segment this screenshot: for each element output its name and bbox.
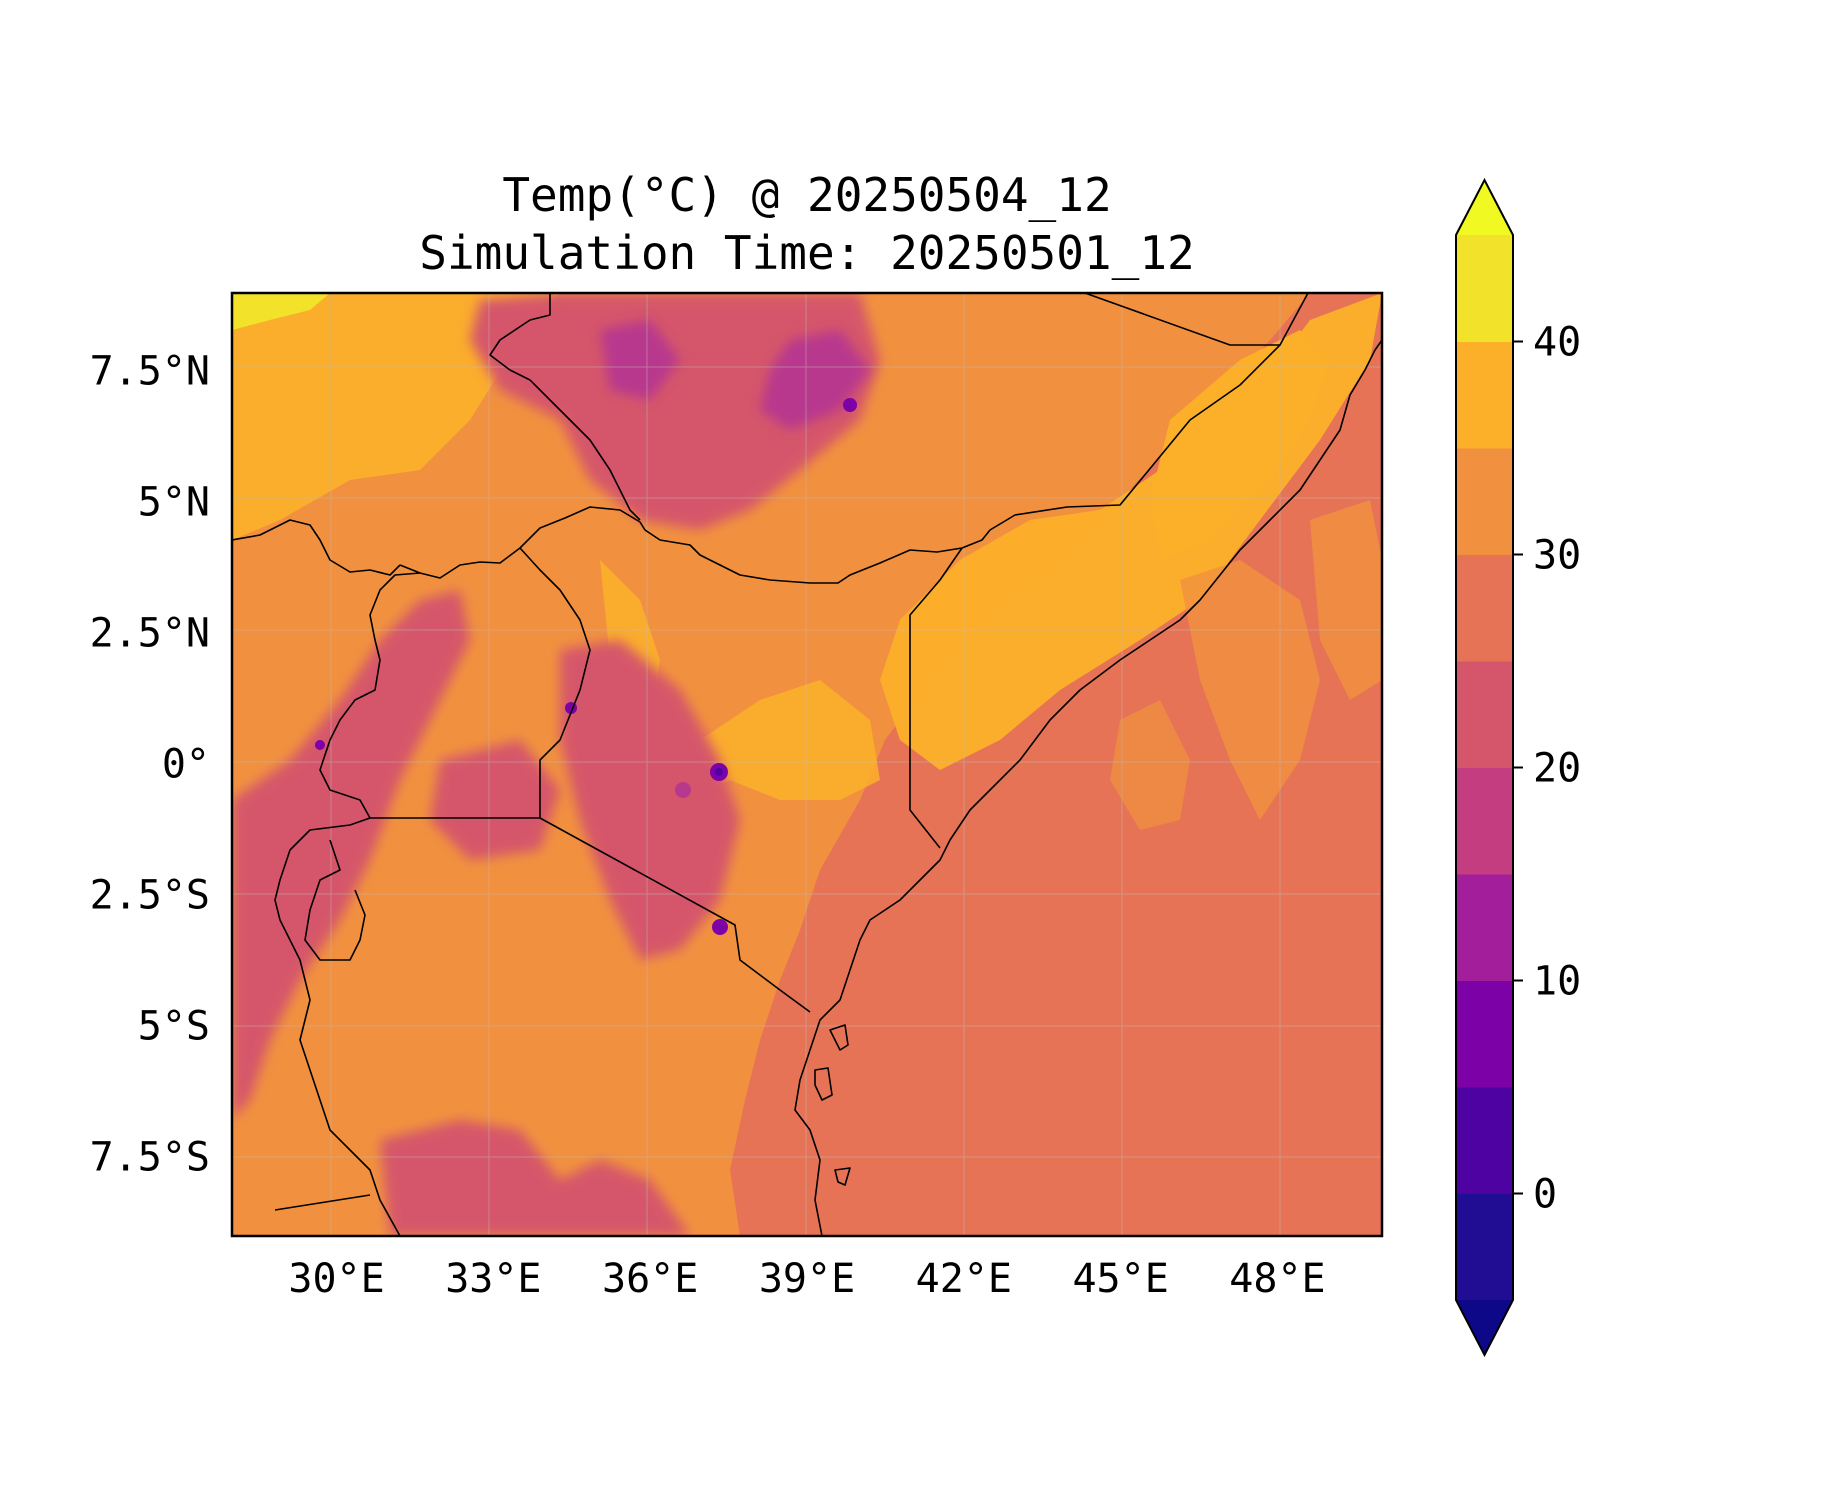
colorbar-segment [1456,661,1513,768]
somalia-yellow [1150,330,1330,560]
lat-tick-label: 5°N [138,480,210,526]
somaliland-border [1084,293,1280,346]
south-sudan-border [232,519,401,576]
drc-uganda-border [319,572,421,819]
rwanda-burundi-border [304,839,366,961]
colorbar: 0 10 20 30 40 [1455,177,1581,1358]
sudan-ethiopia-border [489,293,641,521]
lon-tick-label: 39°E [759,1256,855,1302]
colorbar-segment [1456,874,1513,981]
colorbar-segment [1456,1193,1513,1301]
lat-tick-label: 2.5°S [90,872,210,918]
cold-spot [843,398,857,412]
colorbar-tick-label: 30 [1533,533,1581,579]
colorbar-under-arrow [1456,1300,1513,1355]
colorbar-segment [1456,341,1513,449]
colorbar-over-arrow [1456,180,1513,235]
longitude-axis: 30°E 33°E 36°E 39°E 42°E 45°E 48°E [288,1256,1325,1302]
colorbar-segment [1456,980,1513,1088]
malawi-zambia-border [274,1194,371,1211]
map-frame [230,291,1384,1238]
colorbar-tick-label: 10 [1533,959,1581,1005]
colorbar-segment [1456,235,1513,342]
kenya-somalia-border [909,547,963,849]
ocean-warm-patch [1110,700,1190,830]
tanzania-west-border [274,817,540,1236]
tanzania-warm [440,980,640,1120]
colorbar-tick-label: 0 [1533,1172,1557,1218]
kenya-highlands [560,640,740,960]
north-hot-corner [232,293,330,330]
lake-victoria-area [430,740,560,860]
island-pemba [814,1067,833,1101]
latitude-axis: 7.5°N 5°N 2.5°N 0° 2.5°S 5°S 7.5°S [90,349,210,1181]
north-warm-band [232,293,560,540]
lat-tick-label: 7.5°N [90,349,210,395]
cold-spot [315,740,325,750]
cold-spot [715,768,723,776]
lat-tick-label: 2.5°N [90,611,210,657]
country-borders [232,293,1382,1236]
colorbar-segment [1456,554,1513,662]
lon-tick-label: 30°E [288,1256,384,1302]
colorbar-segment [1456,448,1513,555]
coastline [794,339,1382,1236]
ethiopia-somalia-border [399,293,1309,584]
kenya-tanzania-border [539,817,811,1013]
colorbar-tick-label: 20 [1533,746,1581,792]
ethiopia-cool-2 [760,330,870,430]
island-zanzibar [829,1024,849,1051]
lon-tick-label: 48°E [1229,1256,1325,1302]
lat-tick-label: 0° [162,742,210,788]
ethiopia-highlands [470,293,880,530]
lon-tick-label: 33°E [445,1256,541,1302]
colorbar-outline [1455,177,1514,1358]
lon-tick-label: 45°E [1072,1256,1168,1302]
plot-title-line1: Temp(°C) @ 20250504_12 [502,168,1112,222]
colorbar-segment [1456,767,1513,875]
rift-highlands [232,590,470,1120]
cold-spot [620,350,640,370]
uganda-border [519,547,591,818]
gridlines [232,293,1382,1236]
cold-spot [675,782,691,798]
colorbar-segment [1456,1087,1513,1194]
lat-tick-label: 7.5°S [90,1134,210,1180]
ocean-warm-patch [1310,500,1382,700]
temperature-field [232,293,1382,1236]
plot-title-line2: Simulation Time: 20250501_12 [419,226,1195,280]
lon-tick-label: 36°E [602,1256,698,1302]
lat-tick-label: 5°S [138,1003,210,1049]
colorbar-tick-label: 40 [1533,320,1581,366]
tanzania-highlands [380,1120,690,1236]
cold-spot [712,919,728,935]
island-mafia [834,1167,851,1186]
lon-tick-label: 42°E [916,1256,1012,1302]
ocean-warm-patch [1180,560,1320,820]
